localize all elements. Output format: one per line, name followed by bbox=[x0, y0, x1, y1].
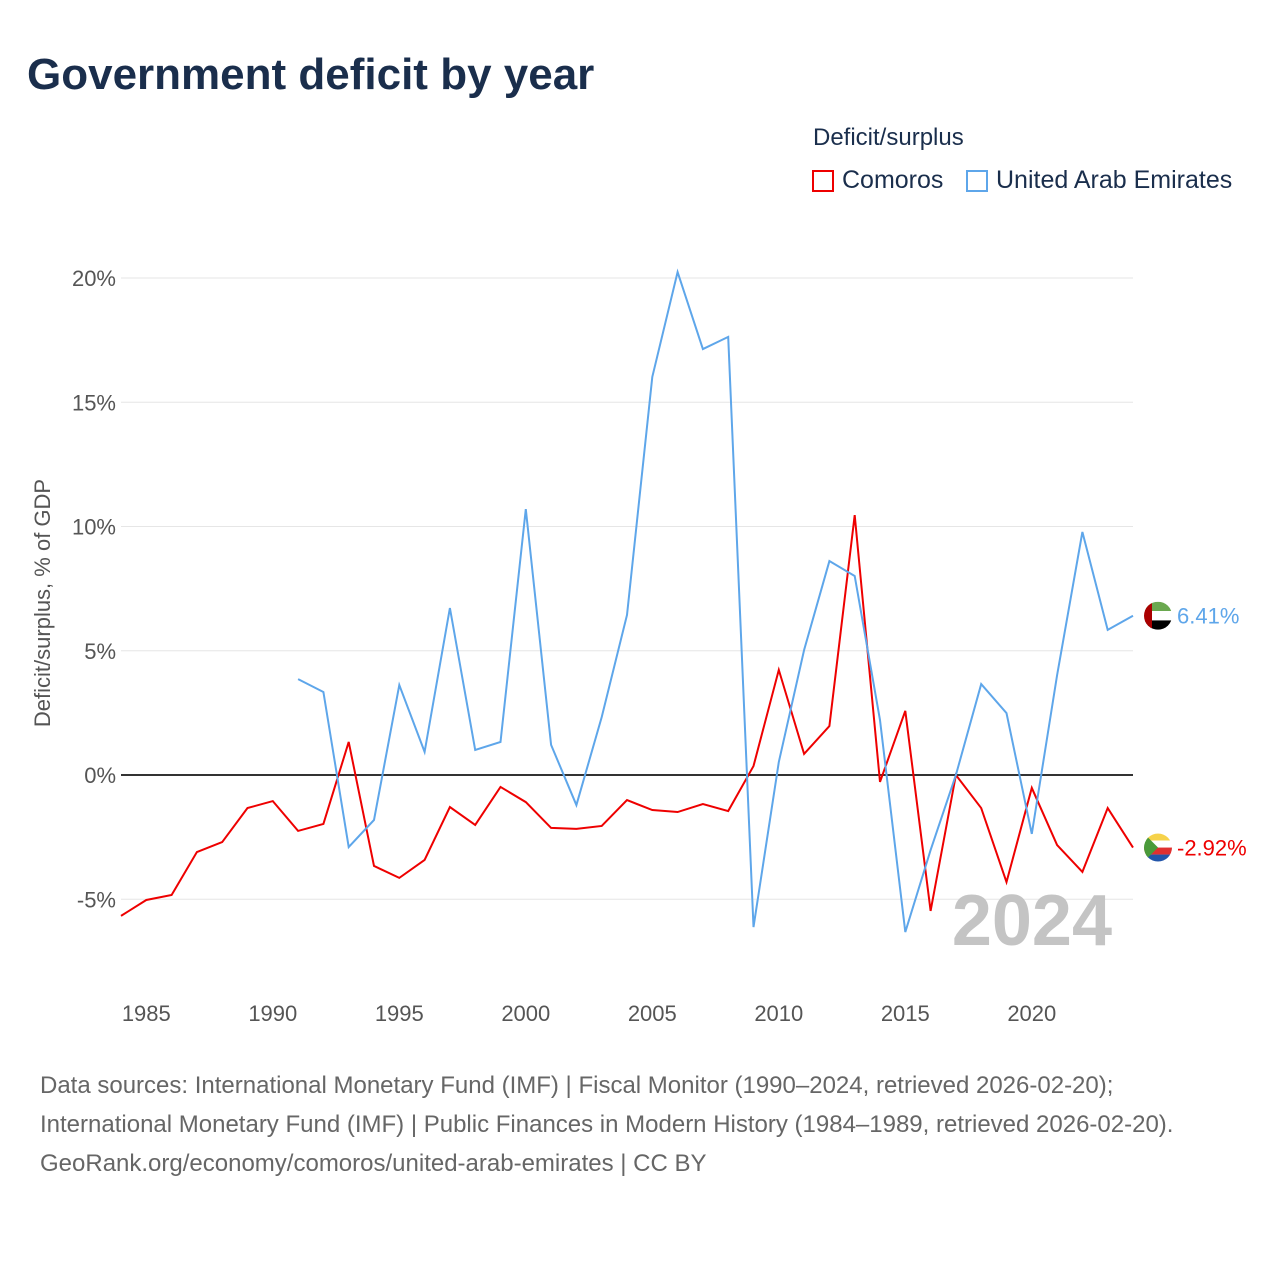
plot-area: -5% 0% 5% 10% 15% 20% 1985 1990 1995 2000 2005 2010… bbox=[30, 266, 1247, 1026]
chart-title: Government deficit by year bbox=[27, 50, 595, 99]
y-tick-label: 20% bbox=[72, 266, 116, 291]
uae-flag-icon bbox=[1144, 601, 1172, 630]
x-tick-label: 2010 bbox=[754, 1001, 803, 1026]
x-tick-label: 2005 bbox=[628, 1001, 677, 1026]
end-value-label: -2.92% bbox=[1177, 836, 1247, 861]
legend-label: United Arab Emirates bbox=[996, 166, 1233, 194]
x-tick-label: 2015 bbox=[881, 1001, 930, 1026]
y-tick-label: 5% bbox=[84, 639, 116, 664]
legend-label: Comoros bbox=[842, 166, 944, 194]
data-sources: Data sources: International Monetary Fun… bbox=[40, 1072, 1174, 1138]
x-tick-label: 2000 bbox=[501, 1001, 550, 1026]
y-tick-label: -5% bbox=[77, 887, 116, 912]
y-tick-label: 0% bbox=[84, 763, 116, 788]
x-tick-label: 1995 bbox=[375, 1001, 424, 1026]
end-value-label: 6.41% bbox=[1177, 604, 1239, 629]
year-watermark: 2024 bbox=[952, 881, 1112, 961]
legend-swatch bbox=[966, 169, 988, 192]
series-line-uae bbox=[297, 268, 1134, 933]
x-tick-label: 2020 bbox=[1007, 1001, 1056, 1026]
legend-title: Deficit/surplus bbox=[813, 124, 964, 151]
footer: Data sources: International Monetary Fun… bbox=[40, 1066, 1240, 1183]
y-tick-label: 10% bbox=[72, 515, 116, 540]
x-tick-label: 1990 bbox=[248, 1001, 297, 1026]
series-line-comoros bbox=[120, 514, 1134, 917]
y-axis-label: Deficit/surplus, % of GDP bbox=[30, 479, 55, 727]
credit-link[interactable]: GeoRank.org/economy/comoros/united-arab-… bbox=[40, 1150, 707, 1177]
legend-item-comoros[interactable]: Comoros bbox=[812, 166, 943, 195]
comoros-flag-icon bbox=[1144, 833, 1172, 862]
y-tick-label: 15% bbox=[72, 390, 116, 415]
legend-swatch bbox=[812, 169, 834, 192]
x-tick-label: 1985 bbox=[122, 1001, 171, 1026]
legend-item-uae[interactable]: United Arab Emirates bbox=[966, 166, 1232, 195]
